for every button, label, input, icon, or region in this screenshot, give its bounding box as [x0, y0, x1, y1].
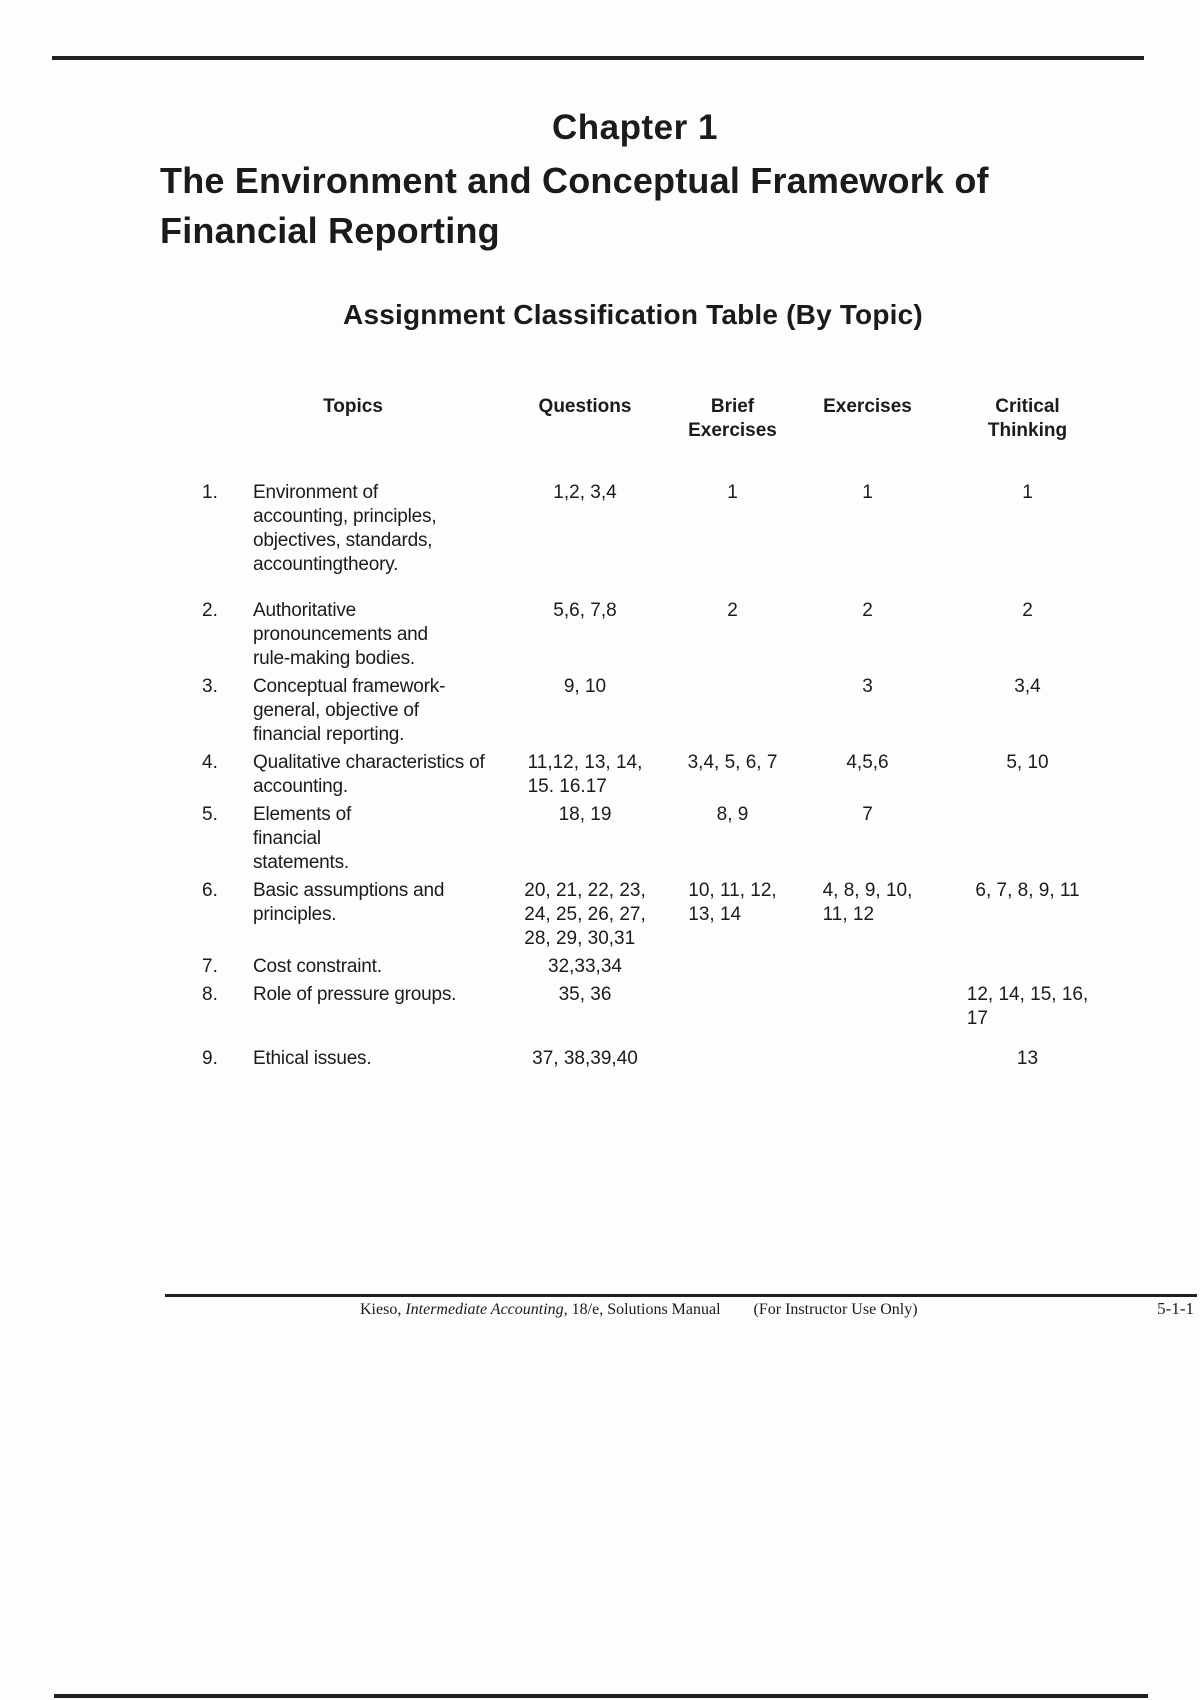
table-row: 7. Cost constraint. 32,33,34	[185, 955, 1135, 979]
column-header-critical-thinking: Critical Thinking	[987, 396, 1068, 441]
questions-cell: 20, 21, 22, 23, 24, 25, 26, 27, 28, 29, …	[524, 880, 646, 949]
column-header-exercises: Exercises	[823, 396, 912, 417]
topic-cell: Authoritative pronouncements and rule-ma…	[253, 600, 428, 669]
assignment-table-body: 1. Environment of accounting, principles…	[185, 481, 1135, 1071]
exercises-cell: 4,5,6	[846, 752, 889, 773]
topic-cell: Environment of accounting, principles, o…	[253, 482, 437, 575]
top-rule	[52, 56, 1144, 60]
questions-cell: 37, 38,39,40	[532, 1048, 638, 1069]
exercises-cell	[800, 955, 935, 979]
table-row: 8. Role of pressure groups. 35, 36 12, 1…	[185, 983, 1135, 1031]
title-block: Chapter 1 The Environment and Conceptual…	[160, 104, 1110, 256]
footer-citation: Kieso, Intermediate Accounting, 18/e, So…	[360, 1301, 918, 1319]
row-number: 2.	[202, 600, 218, 621]
brief-exercises-cell	[665, 1047, 800, 1071]
table-row: 4. Qualitative characteristics of accoun…	[185, 751, 1135, 799]
questions-cell: 32,33,34	[548, 956, 622, 977]
column-header-topics: Topics	[323, 396, 383, 417]
exercises-cell: 1	[862, 482, 873, 503]
bottom-rule	[54, 1694, 1148, 1698]
brief-exercises-cell: 2	[727, 600, 738, 621]
topic-cell: Role of pressure groups.	[253, 984, 457, 1005]
questions-cell: 11,12, 13, 14, 15. 16.17	[527, 752, 643, 797]
critical-thinking-cell: 2	[1022, 600, 1033, 621]
topic-cell: Elements of financial statements.	[253, 804, 352, 873]
brief-exercises-cell	[665, 983, 800, 1031]
column-header-questions: Questions	[538, 396, 632, 417]
critical-thinking-cell: 3,4	[1014, 676, 1041, 697]
brief-exercises-cell: 10, 11, 12, 13, 14	[688, 880, 777, 925]
row-number: 5.	[202, 804, 218, 825]
row-number: 7.	[202, 956, 218, 977]
row-number: 1.	[202, 482, 218, 503]
critical-thinking-cell: 1	[1022, 482, 1033, 503]
chapter-title: Chapter 1	[552, 108, 718, 147]
critical-thinking-cell: 13	[1016, 1048, 1039, 1069]
column-header-brief-exercises: Brief Exercises	[688, 396, 777, 441]
footer-rule	[165, 1294, 1197, 1297]
table-row: 6. Basic assumptions and principles. 20,…	[185, 879, 1135, 951]
instructor-note: (For Instructor Use Only)	[753, 1301, 918, 1318]
citation-edition: 18/e, Solutions Manual	[567, 1301, 721, 1318]
topic-cell: Basic assumptions and principles.	[253, 880, 445, 925]
citation-author: Kieso,	[360, 1301, 406, 1318]
exercises-cell: 2	[862, 600, 873, 621]
exercises-cell	[800, 1047, 935, 1071]
page-number: 5-1-1	[1157, 1299, 1194, 1318]
topic-cell: Ethical issues.	[253, 1048, 372, 1069]
row-number: 8.	[202, 984, 218, 1005]
row-number: 9.	[202, 1048, 218, 1069]
exercises-cell: 7	[862, 804, 873, 825]
questions-cell: 35, 36	[558, 984, 612, 1005]
questions-cell: 1,2, 3,4	[553, 482, 617, 503]
topic-cell: Conceptual framework- general, objective…	[253, 676, 446, 745]
row-number: 4.	[202, 752, 218, 773]
questions-cell: 9, 10	[563, 676, 607, 697]
document-title: The Environment and Conceptual Framework…	[160, 160, 989, 251]
brief-exercises-cell: 3,4, 5, 6, 7	[687, 752, 778, 773]
row-number: 3.	[202, 676, 218, 697]
row-number: 6.	[202, 880, 218, 901]
exercises-cell: 4, 8, 9, 10, 11, 12	[822, 880, 913, 925]
table-row: 9. Ethical issues. 37, 38,39,40 13	[185, 1047, 1135, 1071]
table-row: 5. Elements of financial statements. 18,…	[185, 803, 1135, 875]
exercises-cell	[800, 983, 935, 1031]
table-header-row: Topics Questions Brief Exercises Exercis…	[185, 395, 1135, 443]
section-subtitle: Assignment Classification Table (By Topi…	[343, 299, 923, 330]
table-row: 3. Conceptual framework- general, object…	[185, 675, 1135, 747]
critical-thinking-cell: 12, 14, 15, 16, 17	[966, 984, 1089, 1029]
brief-exercises-cell	[665, 675, 800, 747]
questions-cell: 5,6, 7,8	[553, 600, 617, 621]
brief-exercises-cell	[665, 955, 800, 979]
critical-thinking-cell	[935, 803, 1120, 875]
questions-cell: 18, 19	[558, 804, 612, 825]
critical-thinking-cell: 5, 10	[1006, 752, 1049, 773]
table-row: 2. Authoritative pronouncements and rule…	[185, 599, 1135, 671]
topic-cell: Qualitative characteristics of accountin…	[253, 752, 485, 797]
brief-exercises-cell: 8, 9	[716, 804, 749, 825]
assignment-table: Topics Questions Brief Exercises Exercis…	[185, 395, 1135, 1075]
topic-cell: Cost constraint.	[253, 956, 382, 977]
citation-book-title: Intermediate Accounting,	[405, 1301, 568, 1318]
critical-thinking-cell	[935, 955, 1120, 979]
brief-exercises-cell: 1	[727, 482, 738, 503]
critical-thinking-cell: 6, 7, 8, 9, 11	[975, 880, 1080, 901]
exercises-cell: 3	[862, 676, 873, 697]
table-row: 1. Environment of accounting, principles…	[185, 481, 1135, 577]
